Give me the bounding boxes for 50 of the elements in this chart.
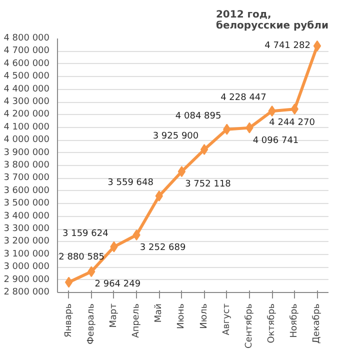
- data-label: 4 228 447: [220, 93, 266, 104]
- point: [200, 144, 208, 156]
- x-tick-label: Октябрь: [267, 303, 278, 344]
- y-tick-label: 2 800 000: [4, 288, 50, 298]
- y-tick-label: 3 100 000: [4, 249, 50, 260]
- x-tick-label: Сентябрь: [244, 303, 254, 348]
- x-tick-label: Декабрь: [312, 303, 322, 344]
- x-tick-label: Март: [108, 303, 119, 328]
- y-tick-label: 4 100 000: [4, 122, 50, 132]
- point: [313, 40, 322, 52]
- y-tick-label: 4 300 000: [4, 97, 50, 107]
- data-label: 3 252 689: [140, 243, 186, 254]
- chart-title: 2012 год, белорусские рубли: [216, 10, 329, 32]
- data-label: 3 752 118: [185, 180, 232, 190]
- y-tick-label: 3 600 000: [4, 186, 50, 196]
- x-tick-label: Август: [222, 303, 232, 336]
- data-label: 3 559 648: [108, 178, 154, 188]
- x-tick-label: Июнь: [176, 303, 187, 329]
- data-label: 4 096 741: [252, 136, 299, 146]
- point: [178, 166, 186, 178]
- data-label: 4 741 282: [264, 40, 310, 51]
- data-label: 3 159 624: [62, 228, 109, 239]
- y-tick-label: 3 000 000: [4, 262, 50, 272]
- y-tick-label: 4 700 000: [4, 46, 50, 56]
- y-tick-label: 4 600 000: [4, 58, 50, 69]
- data-label: 3 925 900: [152, 132, 199, 142]
- y-tick-label: 4 800 000: [4, 34, 50, 44]
- y-tick-label: 3 500 000: [4, 198, 50, 209]
- x-tick-label: Май: [154, 303, 164, 323]
- x-tick-label: Июль: [199, 303, 210, 329]
- y-tick-label: 4 400 000: [4, 84, 50, 94]
- y-tick-label: 3 300 000: [4, 224, 50, 234]
- x-tick-label: Ноябрь: [290, 303, 300, 338]
- y-tick-label: 4 500 000: [4, 72, 50, 82]
- y-tick-label: 3 900 000: [4, 148, 50, 158]
- x-tick-label: Апрель: [132, 303, 142, 338]
- x-tick-label: Февраль: [86, 304, 96, 344]
- y-tick-label: 2 900 000: [4, 274, 50, 285]
- point: [64, 276, 73, 288]
- y-tick-label: 3 400 000: [4, 211, 50, 222]
- data-label: 4 244 270: [269, 118, 316, 128]
- data-label: 2 880 585: [58, 252, 104, 262]
- y-tick-label: 3 800 000: [4, 160, 50, 170]
- y-tick-label: 4 000 000: [4, 135, 50, 146]
- y-tick-label: 3 700 000: [4, 173, 50, 184]
- x-tick-label: Январь: [64, 303, 74, 338]
- y-tick-label: 3 200 000: [4, 236, 50, 247]
- data-label: 2 964 249: [94, 280, 141, 290]
- data-label: 4 084 895: [175, 111, 222, 122]
- y-tick-label: 4 200 000: [4, 110, 50, 120]
